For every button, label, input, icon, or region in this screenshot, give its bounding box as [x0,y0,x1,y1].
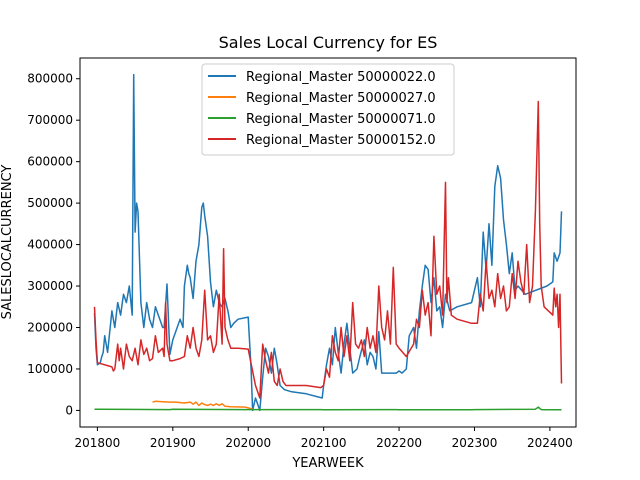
x-tick-label: 202100 [301,436,347,450]
y-axis-label: SALESLOCALCURRENCY [0,165,15,320]
x-axis: 201800 201900 202000 202100 202200 202300 2024… [74,427,573,450]
y-tick-label: 400000 [27,238,73,252]
legend-label-4: Regional_Master 50000152.0 [246,133,436,148]
legend-label-3: Regional_Master 50000071.0 [246,112,436,127]
series-line-4 [93,100,563,399]
chart-title: Sales Local Currency for ES [219,33,438,52]
y-tick-label: 100000 [27,362,73,376]
x-tick-label: 201900 [150,436,196,450]
y-axis: 0 100000 200000 300000 400000 500000 600000 700… [27,72,80,417]
series-line-1 [93,73,563,412]
legend-label-2: Regional_Master 50000027.0 [246,91,436,106]
legend-box [201,63,455,156]
y-tick-label: 800000 [27,72,73,86]
x-tick-label: 202000 [225,436,271,450]
y-tick-label: 0 [65,403,73,417]
series-line-2 [152,400,253,410]
x-axis-label: YEARWEEK [291,456,364,471]
legend-label-1: Regional_Master 50000022.0 [246,70,436,85]
legend: Regional_Master 50000022.0 Regional_Maste… [201,63,455,156]
plot-area-frame [79,57,577,428]
series-line-3 [94,406,562,411]
y-tick-label: 200000 [27,320,73,334]
y-tick-label: 500000 [27,196,73,210]
x-tick-label: 201800 [74,436,120,450]
x-tick-label: 202300 [452,436,498,450]
y-tick-label: 300000 [27,279,73,293]
x-tick-label: 202200 [376,436,422,450]
y-tick-label: 700000 [27,113,73,127]
x-tick-label: 202400 [527,436,573,450]
series-layer [93,73,563,412]
y-tick-label: 600000 [27,155,73,169]
